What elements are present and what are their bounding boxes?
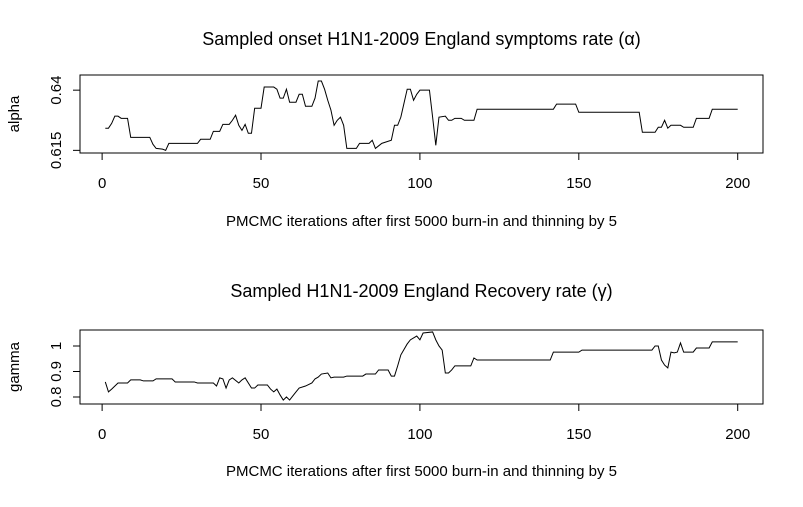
chart-title: Sampled onset H1N1-2009 England symptoms…: [202, 29, 641, 49]
y-tick-label: 0.615: [48, 132, 65, 170]
x-tick-label: 150: [566, 175, 591, 192]
x-tick-label: 100: [407, 175, 432, 192]
x-axis-label: PMCMC iterations after first 5000 burn-i…: [226, 213, 617, 230]
y-tick-label: 0.9: [48, 361, 65, 382]
x-tick-label: 200: [725, 175, 750, 192]
plot-box: [79, 74, 764, 154]
y-tick-label: 0.8: [48, 387, 65, 408]
y-tick-label: 1: [48, 342, 65, 350]
x-tick-label: 0: [98, 426, 106, 443]
plot-box: [79, 329, 764, 405]
y-tick-label: 0.64: [48, 76, 65, 105]
trace-line: [104, 331, 738, 401]
x-tick-label: 100: [407, 426, 432, 443]
x-tick-label: 0: [98, 175, 106, 192]
x-tick-label: 200: [725, 426, 750, 443]
trace-line: [105, 80, 738, 151]
y-axis-label: gamma: [6, 341, 23, 392]
x-tick-label: 50: [253, 175, 270, 192]
x-axis-label: PMCMC iterations after first 5000 burn-i…: [226, 463, 617, 480]
x-tick-label: 50: [253, 426, 270, 443]
x-tick-label: 150: [566, 426, 591, 443]
chart-title: Sampled H1N1-2009 England Recovery rate …: [230, 281, 612, 301]
y-axis-label: alpha: [6, 95, 23, 132]
